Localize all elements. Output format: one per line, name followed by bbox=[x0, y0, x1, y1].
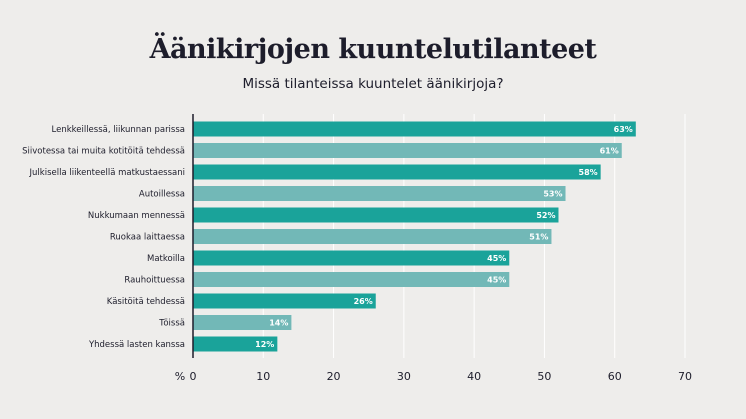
x-axis-unit-label: % bbox=[175, 370, 185, 383]
x-tick-label: 50 bbox=[537, 370, 551, 383]
x-tick-label: 40 bbox=[467, 370, 481, 383]
x-tick-label: 0 bbox=[190, 370, 197, 383]
bar bbox=[193, 186, 566, 201]
bar bbox=[193, 164, 601, 180]
bar bbox=[193, 143, 622, 158]
value-label: 52% bbox=[536, 211, 555, 220]
value-label: 58% bbox=[579, 168, 598, 177]
bar bbox=[193, 207, 559, 223]
category-label: Autoillessa bbox=[139, 190, 185, 200]
bar bbox=[193, 250, 510, 266]
bar bbox=[193, 293, 376, 309]
x-tick-label: 60 bbox=[608, 370, 622, 383]
category-label: Töissä bbox=[158, 319, 185, 329]
x-tick-label: 70 bbox=[678, 370, 692, 383]
value-label: 51% bbox=[529, 233, 548, 242]
category-label: Nukkumaan mennessä bbox=[88, 211, 185, 221]
chart-subtitle: Missä tilanteissa kuuntelet äänikirjoja? bbox=[242, 76, 504, 92]
category-label: Yhdessä lasten kanssa bbox=[88, 340, 185, 350]
value-label: 63% bbox=[614, 125, 633, 134]
chart-title: Äänikirjojen kuuntelutilanteet bbox=[149, 34, 597, 65]
x-tick-label: 30 bbox=[397, 370, 411, 383]
x-tick-label: 10 bbox=[256, 370, 270, 383]
value-label: 26% bbox=[354, 297, 373, 306]
category-label: Lenkkeillessä, liikunnan parissa bbox=[52, 125, 186, 135]
bar bbox=[193, 121, 636, 137]
category-label: Matkoilla bbox=[147, 254, 185, 264]
bar bbox=[193, 272, 510, 287]
category-label: Käsitöitä tehdessä bbox=[107, 297, 185, 307]
value-label: 12% bbox=[255, 340, 274, 349]
value-label: 45% bbox=[487, 276, 506, 285]
category-label: Rauhoittuessa bbox=[124, 276, 185, 286]
bar bbox=[193, 229, 552, 244]
category-label: Siivotessa tai muita kotitöitä tehdessä bbox=[22, 147, 185, 157]
bar bbox=[193, 336, 278, 352]
value-label: 53% bbox=[543, 190, 562, 199]
x-tick-label: 20 bbox=[327, 370, 341, 383]
category-label: Julkisella liikenteellä matkustaessani bbox=[29, 168, 185, 178]
bar bbox=[193, 315, 292, 330]
value-label: 45% bbox=[487, 254, 506, 263]
category-label: Ruokaa laittaessa bbox=[110, 233, 185, 243]
value-label: 61% bbox=[600, 147, 619, 156]
value-label: 14% bbox=[269, 319, 288, 328]
